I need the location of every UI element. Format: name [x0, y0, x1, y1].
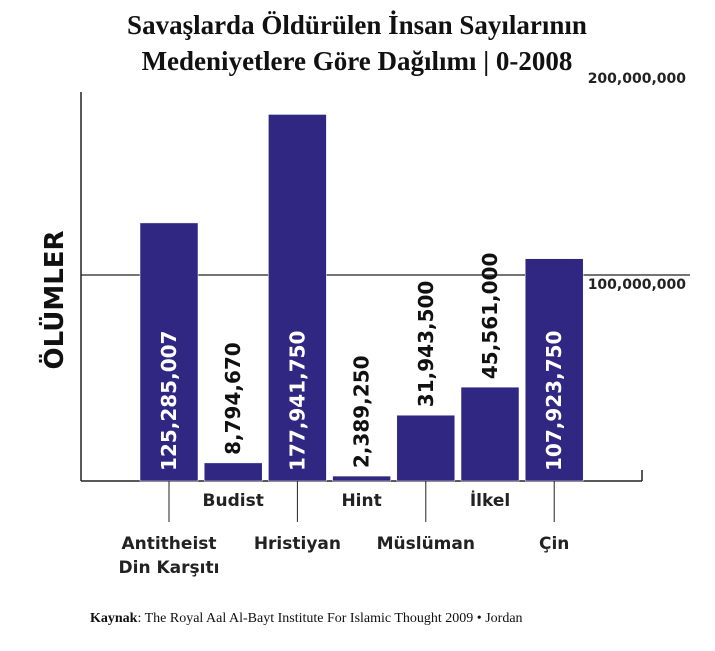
- value-label: 8,794,670: [221, 342, 245, 455]
- bar: [396, 414, 456, 482]
- bar: [460, 386, 520, 482]
- x-tick-label: Çin: [539, 534, 569, 554]
- x-tick-label: Müslüman: [377, 534, 475, 554]
- source-text: : The Royal Aal Al-Bayt Institute For Is…: [137, 611, 522, 626]
- chart-title: Medeniyetlere Göre Dağılımı | 0-2008: [142, 46, 573, 76]
- chart-title: Savaşlarda Öldürülen İnsan Sayılarının: [127, 10, 587, 40]
- source-label: Kaynak: [90, 611, 138, 626]
- x-tick-label: Hint: [341, 491, 381, 511]
- y-tick-label: 100,000,000: [588, 277, 687, 293]
- value-label: 2,389,250: [350, 355, 374, 468]
- value-label: 177,941,750: [285, 331, 309, 471]
- bar: [524, 258, 584, 482]
- bar: [332, 475, 391, 482]
- bar: [203, 462, 263, 482]
- value-label: 31,943,500: [414, 281, 438, 408]
- value-label: 107,923,750: [542, 331, 566, 471]
- source: Kaynak: The Royal Aal Al-Bayt Institute …: [90, 611, 523, 626]
- y-axis-label: ÖLÜMLER: [37, 230, 70, 369]
- x-tick-label-line: Din Karşıtı: [119, 558, 220, 578]
- x-tick-label: Budist: [203, 491, 264, 511]
- x-tick-label: İlkel: [470, 489, 510, 511]
- x-tick-label: Antitheist Din Karşıtı: [119, 534, 220, 578]
- x-tick-label: Hristiyan: [254, 534, 341, 554]
- x-tick-label-line: Antitheist: [121, 534, 216, 554]
- value-label: 125,285,007: [157, 331, 181, 471]
- y-tick-label: 200,000,000: [588, 71, 687, 87]
- bar: [139, 222, 199, 482]
- bar: [268, 114, 327, 482]
- value-label: 45,561,000: [478, 253, 502, 380]
